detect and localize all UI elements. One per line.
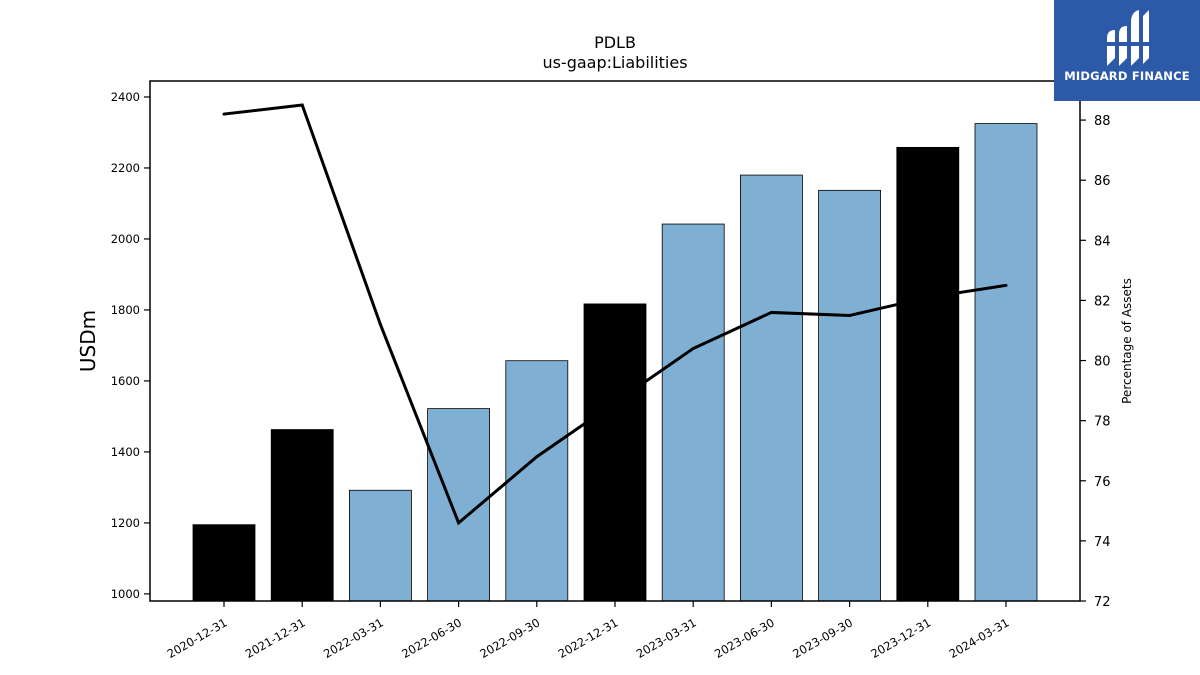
x-axis: 2020-12-31 2021-12-31 2022-03-31 2022-06-30… [165, 601, 1012, 661]
line-point-2023-06-30 [769, 310, 773, 314]
y-tick-label: 1600 [111, 374, 140, 388]
brand-logo: MIDGARD FINANCE [1054, 0, 1200, 101]
x-tick-label: 2023-12-31 [868, 615, 933, 661]
brand-logo-text: MIDGARD FINANCE [1064, 69, 1190, 83]
bar-2020-12-31 [192, 524, 256, 602]
bar-2023-06-30 [740, 174, 803, 602]
line-point-2023-12-31 [926, 295, 930, 299]
line-point-2022-03-31 [378, 322, 382, 326]
x-tick-label: 2020-12-31 [165, 615, 230, 661]
line-point-2021-12-31 [300, 103, 304, 107]
line-point-2023-09-30 [848, 313, 852, 317]
bar-series [192, 123, 1038, 602]
y2-tick-label: 72 [1094, 595, 1111, 610]
x-tick-label: 2022-12-31 [556, 615, 621, 661]
bar-2022-12-31 [583, 303, 647, 602]
x-tick-label: 2022-09-30 [477, 615, 542, 661]
x-tick-label: 2022-03-31 [321, 615, 386, 661]
y-axis-left: 1000 1200 1400 1600 1800 2000 2200 2400 [111, 90, 150, 601]
bar-2023-03-31 [661, 223, 725, 602]
y2-tick-label: 78 [1094, 415, 1111, 430]
y-tick-label: 2400 [111, 90, 140, 104]
y-tick-label: 2000 [111, 232, 140, 246]
line-point-2022-09-30 [535, 455, 539, 459]
chart-title: PDLB [594, 33, 636, 52]
bar-2023-12-31 [896, 146, 960, 602]
x-tick-label: 2023-09-30 [790, 615, 855, 661]
x-tick-label: 2023-03-31 [634, 615, 699, 661]
y-axis-right: 72 74 76 78 80 82 84 86 88 [1080, 114, 1111, 610]
line-point-2022-12-31 [613, 401, 617, 405]
midgard-logo-icon [1103, 10, 1151, 66]
y2-tick-label: 84 [1094, 234, 1111, 249]
y2-tick-label: 88 [1094, 114, 1111, 129]
y2-tick-label: 82 [1094, 294, 1111, 309]
bar-2024-03-31 [974, 123, 1038, 602]
line-point-2022-06-30 [457, 521, 461, 525]
bar-2021-12-31 [270, 429, 334, 602]
x-tick-label: 2024-03-31 [947, 615, 1012, 661]
bar-2022-09-30 [505, 360, 569, 602]
bar-2023-09-30 [818, 189, 881, 602]
y2-tick-label: 80 [1094, 355, 1111, 370]
y-tick-label: 1400 [111, 445, 140, 459]
y-tick-label: 1800 [111, 303, 140, 317]
line-point-2023-03-31 [691, 347, 695, 351]
y-tick-label: 1000 [111, 587, 140, 601]
y2-tick-label: 86 [1094, 174, 1111, 189]
chart-subtitle: us-gaap:Liabilities [542, 53, 687, 72]
y-axis-label: USDm [76, 310, 100, 372]
y2-tick-label: 76 [1094, 475, 1111, 490]
bar-2022-03-31 [348, 489, 412, 602]
line-point-2020-12-31 [222, 112, 226, 116]
x-tick-label: 2021-12-31 [243, 615, 308, 661]
percentage-line-series [222, 103, 1008, 526]
x-tick-label: 2022-06-30 [399, 615, 464, 661]
y-tick-label: 1200 [111, 516, 140, 530]
y2-tick-label: 74 [1094, 535, 1111, 550]
x-tick-label: 2023-06-30 [712, 615, 777, 661]
y2-axis-label: Percentage of Assets [1120, 278, 1134, 404]
line-point-2024-03-31 [1004, 283, 1008, 287]
y-tick-label: 2200 [111, 161, 140, 175]
